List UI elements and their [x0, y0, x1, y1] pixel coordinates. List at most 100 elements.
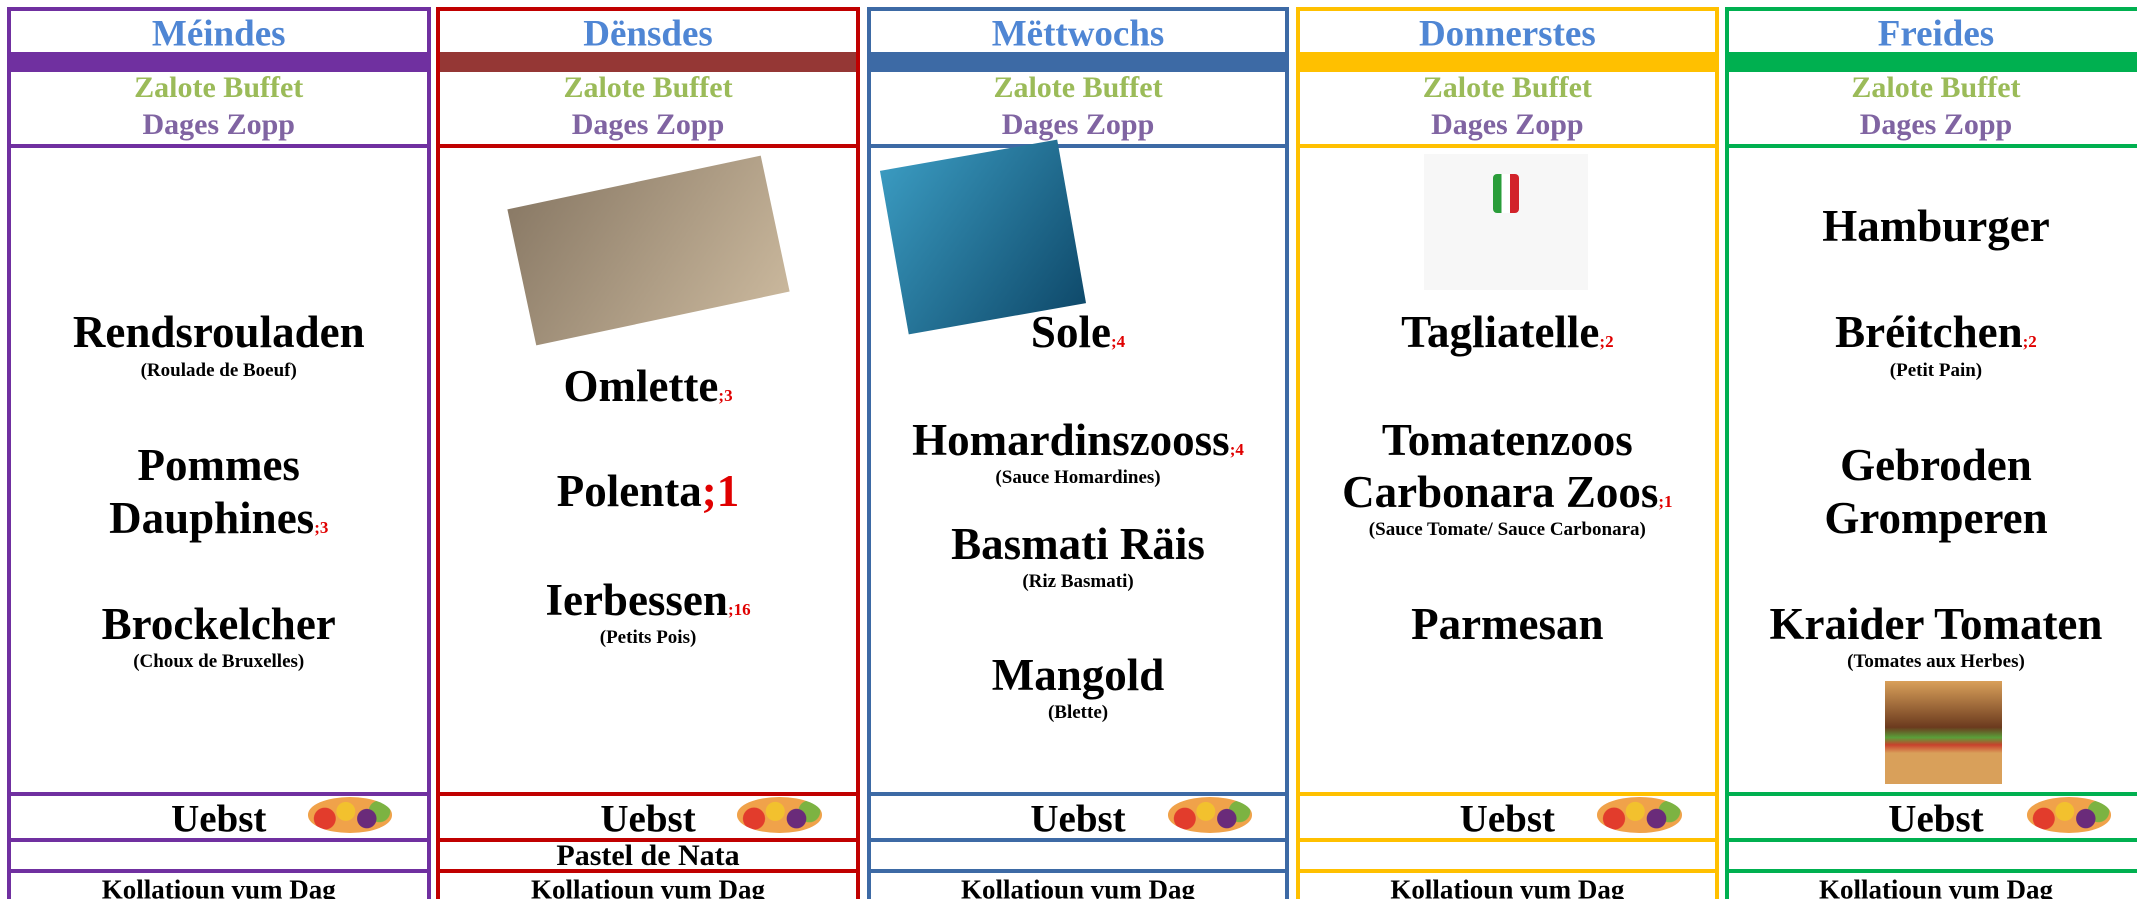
fruit: Uebst	[600, 797, 696, 841]
dish-name: Omlette	[563, 360, 719, 411]
day-column: Méindes Zalote Buffet Dages Zopp Rendsroula…	[6, 7, 431, 899]
photo	[879, 139, 1086, 335]
dish-subtitle: (Roulade de Boeuf)	[140, 359, 297, 381]
day-column: Donnerstes Zalote Buffet Dages Zopp Tagliat…	[1296, 7, 1719, 899]
day-bar	[440, 51, 856, 73]
snack: Kollatioun vum Dag	[961, 874, 1196, 899]
salad: Zalote Buffet	[563, 71, 733, 105]
fruit: Uebst	[1888, 797, 1984, 841]
dish-name: Gebroden	[1840, 439, 2032, 490]
fruit-icon	[737, 797, 822, 833]
dish-subtitle: (Petits Pois)	[599, 626, 697, 648]
dish-name: Sole	[1030, 307, 1111, 358]
flag-icon	[1492, 174, 1519, 213]
dish: Dauphines;3	[11, 492, 427, 544]
fruit-icon	[307, 797, 393, 833]
dish-name: Kraider Tomaten	[1769, 599, 2103, 650]
dish-name: Bréitchen	[1835, 307, 2023, 358]
allergen: ;1	[701, 465, 740, 516]
fruit-icon	[2026, 797, 2111, 833]
allergen: ;2	[2022, 332, 2037, 352]
allergen: ;2	[1599, 332, 1614, 352]
snack: Kollatioun vum Dag	[531, 874, 766, 899]
divider	[440, 144, 856, 149]
allergen: ;4	[1110, 332, 1126, 352]
dish: Tomatenzoos	[1300, 414, 1714, 466]
day-column: Dënsdes Zalote Buffet Dages Zopp Omlette;3 P…	[436, 7, 860, 899]
dish: Polenta;1	[440, 465, 856, 517]
dish: Gromperen	[1729, 492, 2137, 544]
divider	[10, 838, 427, 843]
day-column: Freides Zalote Buffet Dages Zopp Hamburger B…	[1725, 7, 2137, 899]
dish-name: Hamburger	[1822, 201, 2050, 252]
dish: Rendsrouladen	[11, 306, 427, 358]
dish-name: Carbonara Zoos	[1342, 466, 1659, 517]
divider	[870, 791, 1286, 796]
dish-name: Dauphines	[109, 492, 315, 543]
day-name: Mëttwochs	[991, 13, 1165, 55]
dish-name: Parmesan	[1411, 599, 1604, 650]
allergen: ;1	[1658, 491, 1673, 511]
snack: Kollatioun vum Dag	[1818, 874, 2053, 899]
allergen: ;16	[727, 599, 751, 619]
snack: Kollatioun vum Dag	[1390, 874, 1625, 899]
dish: Bréitchen;2	[1729, 306, 2137, 358]
fruit: Uebst	[1459, 797, 1555, 841]
dish-name: Ierbessen	[545, 574, 728, 625]
dish-subtitle: (Petit Pain)	[1889, 359, 1983, 381]
dish-name: Brockelcher	[101, 599, 336, 650]
dish: Carbonara Zoos;1	[1300, 466, 1714, 518]
day-name: Freides	[1877, 13, 1995, 55]
salad: Zalote Buffet	[1422, 71, 1592, 105]
dish-name: Homardinszooss	[912, 415, 1230, 466]
divider	[440, 838, 856, 843]
dish-subtitle: (Tomates aux Herbes)	[1847, 651, 2025, 673]
day-bar	[1729, 51, 2137, 73]
divider	[870, 144, 1286, 149]
dish: Basmati Räis	[871, 518, 1285, 570]
divider	[440, 869, 856, 874]
soup: Dages Zopp	[1859, 108, 2013, 142]
divider	[1729, 838, 2137, 843]
photo	[507, 155, 790, 346]
dish: Homardinszooss;4	[871, 414, 1285, 466]
dish-name: Tagliatelle	[1401, 307, 1600, 358]
divider	[440, 791, 856, 796]
divider	[1729, 791, 2137, 796]
dish-name: Tomatenzoos	[1381, 415, 1633, 466]
photo	[1884, 681, 2002, 784]
day-bar	[870, 51, 1286, 73]
day-name: Donnerstes	[1418, 13, 1596, 55]
dish-subtitle: (Choux de Bruxelles)	[133, 651, 305, 673]
fruit-icon	[1597, 797, 1682, 833]
divider	[870, 838, 1286, 843]
day-bar	[10, 51, 427, 73]
dish-subtitle: (Blette)	[1047, 701, 1109, 723]
divider	[1729, 869, 2137, 874]
dish: Kraider Tomaten	[1729, 598, 2137, 650]
soup: Dages Zopp	[1001, 108, 1155, 142]
dish-name: Polenta	[556, 465, 702, 516]
dish-name: Mangold	[991, 649, 1165, 700]
divider	[870, 869, 1286, 874]
dish: Ierbessen;16	[440, 574, 856, 626]
divider	[1300, 144, 1715, 149]
allergen: ;3	[718, 385, 733, 405]
day-column: Mëttwochs Zalote Buffet Dages Zopp Sole;4 Ho…	[866, 7, 1290, 899]
dish: Brockelcher	[11, 598, 427, 650]
dish: Tagliatelle;2	[1300, 306, 1714, 358]
dish-name: Rendsrouladen	[72, 307, 365, 358]
day-bar	[1300, 51, 1715, 73]
dish-subtitle: (Sauce Tomate/ Sauce Carbonara)	[1368, 519, 1646, 541]
dish: Sole;4	[871, 306, 1285, 358]
dish: Hamburger	[1729, 200, 2137, 252]
soup: Dages Zopp	[1431, 108, 1584, 142]
day-name: Méindes	[151, 13, 286, 55]
dish-name: Gromperen	[1824, 492, 2048, 543]
fruit-icon	[1167, 797, 1253, 833]
dish: Gebroden	[1729, 439, 2137, 491]
divider	[1300, 838, 1715, 843]
dish-subtitle: (Sauce Homardines)	[995, 467, 1161, 489]
snack: Kollatioun vum Dag	[101, 874, 336, 899]
salad: Zalote Buffet	[1851, 71, 2021, 105]
